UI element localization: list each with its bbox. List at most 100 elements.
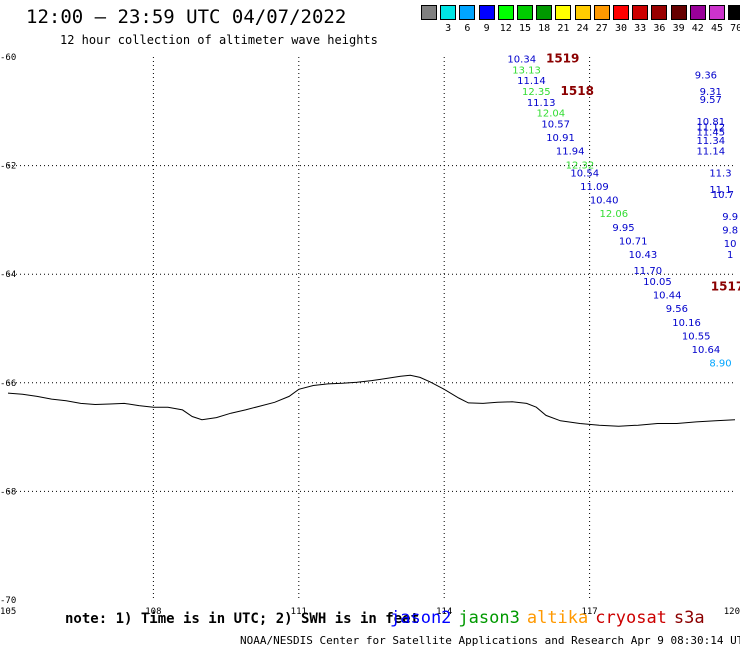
- wave-height-label: 10.64: [692, 345, 721, 356]
- color-scale-label: 3: [445, 23, 452, 34]
- wave-height-label: 10.54: [570, 168, 599, 179]
- x-tick-label: 117: [581, 607, 597, 617]
- color-swatch: [728, 5, 740, 20]
- satellite-legend-item: jason3: [458, 608, 520, 628]
- page-title: 12:00 – 23:59 UTC 04/07/2022: [26, 6, 347, 28]
- color-swatch: [459, 5, 476, 20]
- wave-height-label: 9.95: [612, 223, 634, 234]
- y-tick-label: -70: [0, 596, 16, 606]
- color-scale-label: 45: [710, 23, 724, 34]
- color-swatch: [632, 5, 649, 20]
- wave-height-label: 10.05: [643, 277, 672, 288]
- orbit-track-label: 1518: [561, 84, 594, 98]
- wave-height-label: 11.09: [580, 182, 609, 193]
- color-scale-label: 6: [464, 23, 471, 34]
- wave-height-label: 11.34: [696, 136, 725, 147]
- coastline: [7, 374, 736, 427]
- orbit-track-label: 1517: [711, 279, 740, 293]
- wave-height-label: 10.57: [541, 120, 570, 131]
- x-tick-label: 108: [145, 607, 161, 617]
- wave-height-label: 12.06: [600, 209, 629, 220]
- color-swatch: [709, 5, 725, 20]
- color-scale-label: 24: [576, 23, 589, 34]
- wave-height-label: 12.32: [566, 160, 595, 171]
- color-scale-label: 9: [483, 23, 490, 34]
- wave-height-label: 9.9: [722, 212, 738, 223]
- color-scale-label: 12: [499, 23, 512, 34]
- wave-height-label: 11.13: [527, 98, 556, 109]
- credit-line: NOAA/NESDIS Center for Satellite Applica…: [240, 634, 740, 647]
- color-swatch: [613, 5, 629, 20]
- color-scale-label: 30: [614, 23, 628, 34]
- color-swatch: [440, 5, 457, 20]
- wave-height-label: 10: [724, 239, 737, 250]
- satellite-legend-item: altika: [526, 608, 589, 628]
- wave-height-label: 9.36: [695, 71, 717, 82]
- wave-height-label: 11.12: [696, 122, 725, 133]
- wave-height-label: 11.70: [633, 266, 662, 277]
- color-swatch: [497, 5, 514, 20]
- color-scale-label: 42: [691, 23, 704, 34]
- y-tick-label: -66: [0, 379, 16, 389]
- wave-height-label: 10.71: [619, 236, 648, 247]
- wave-height-label: 10.16: [672, 318, 701, 329]
- wave-height-label: 11.94: [556, 147, 585, 158]
- color-swatch: [689, 5, 706, 20]
- color-scale-label: 36: [653, 23, 666, 34]
- page-subtitle: 12 hour collection of altimeter wave hei…: [60, 33, 378, 47]
- wave-height-label: 10.81: [696, 117, 725, 128]
- wave-height-label: 10.44: [653, 291, 682, 302]
- satellite-legend-item: s3a: [673, 608, 705, 628]
- color-scale-label: 39: [672, 23, 685, 34]
- color-swatch: [478, 5, 495, 20]
- x-tick-label: 105: [0, 607, 16, 617]
- color-swatch: [555, 5, 572, 20]
- x-tick-label: 111: [291, 607, 307, 617]
- color-swatch: [651, 5, 668, 20]
- wave-height-label: 10.91: [546, 133, 575, 144]
- wave-height-label: 1: [727, 250, 733, 261]
- color-swatch: [593, 5, 610, 20]
- color-scale-label: 18: [538, 23, 551, 34]
- color-swatch: [421, 5, 437, 20]
- x-tick-label: 120: [724, 607, 740, 617]
- color-scale-label: 15: [518, 23, 532, 34]
- color-scale-label: 33: [634, 23, 647, 34]
- wave-height-label: 10.40: [590, 196, 619, 207]
- wave-height-label: 11.45: [696, 128, 725, 139]
- orbit-track-label: 1519: [546, 51, 579, 65]
- color-scale-label: 21: [557, 23, 570, 34]
- wave-height-label: 10.55: [682, 331, 711, 342]
- wave-height-label: 10.7: [712, 190, 734, 201]
- wave-height-label: 11.14: [696, 147, 725, 158]
- wave-height-label: 12.04: [537, 109, 566, 120]
- wave-height-label: 13.13: [512, 65, 541, 76]
- wave-height-label: 9.8: [722, 225, 738, 236]
- color-swatch: [517, 5, 533, 20]
- units-note: note: 1) Time is in UTC; 2) SWH is in fe…: [65, 611, 420, 627]
- wave-height-label: 11.14: [517, 76, 546, 87]
- color-scale-label: 27: [595, 23, 608, 34]
- color-scale-label: 70: [730, 23, 740, 34]
- satellite-legend: jason2 jason3 altika cryosat s3a: [390, 608, 712, 628]
- wave-height-label: 11.1: [709, 185, 731, 196]
- wave-height-label: 9.57: [700, 95, 722, 106]
- y-tick-label: -60: [0, 53, 16, 63]
- wave-height-label: 10.43: [629, 250, 658, 261]
- wave-height-label: 10.34: [507, 54, 536, 65]
- color-swatch: [670, 5, 687, 20]
- x-tick-label: 114: [436, 607, 452, 617]
- wave-height-label: 12.35: [522, 87, 551, 98]
- wave-height-label: 8.90: [709, 359, 731, 370]
- color-swatch: [536, 5, 553, 20]
- satellite-legend-item: jason2: [390, 608, 452, 628]
- wave-height-label: 9.31: [700, 87, 722, 98]
- y-tick-label: -64: [0, 270, 16, 280]
- color-swatch: [574, 5, 591, 20]
- wave-height-label: 9.56: [666, 304, 688, 315]
- y-tick-label: -68: [0, 487, 16, 497]
- wave-height-label: 11.3: [709, 168, 731, 179]
- satellite-legend-item: cryosat: [595, 608, 667, 628]
